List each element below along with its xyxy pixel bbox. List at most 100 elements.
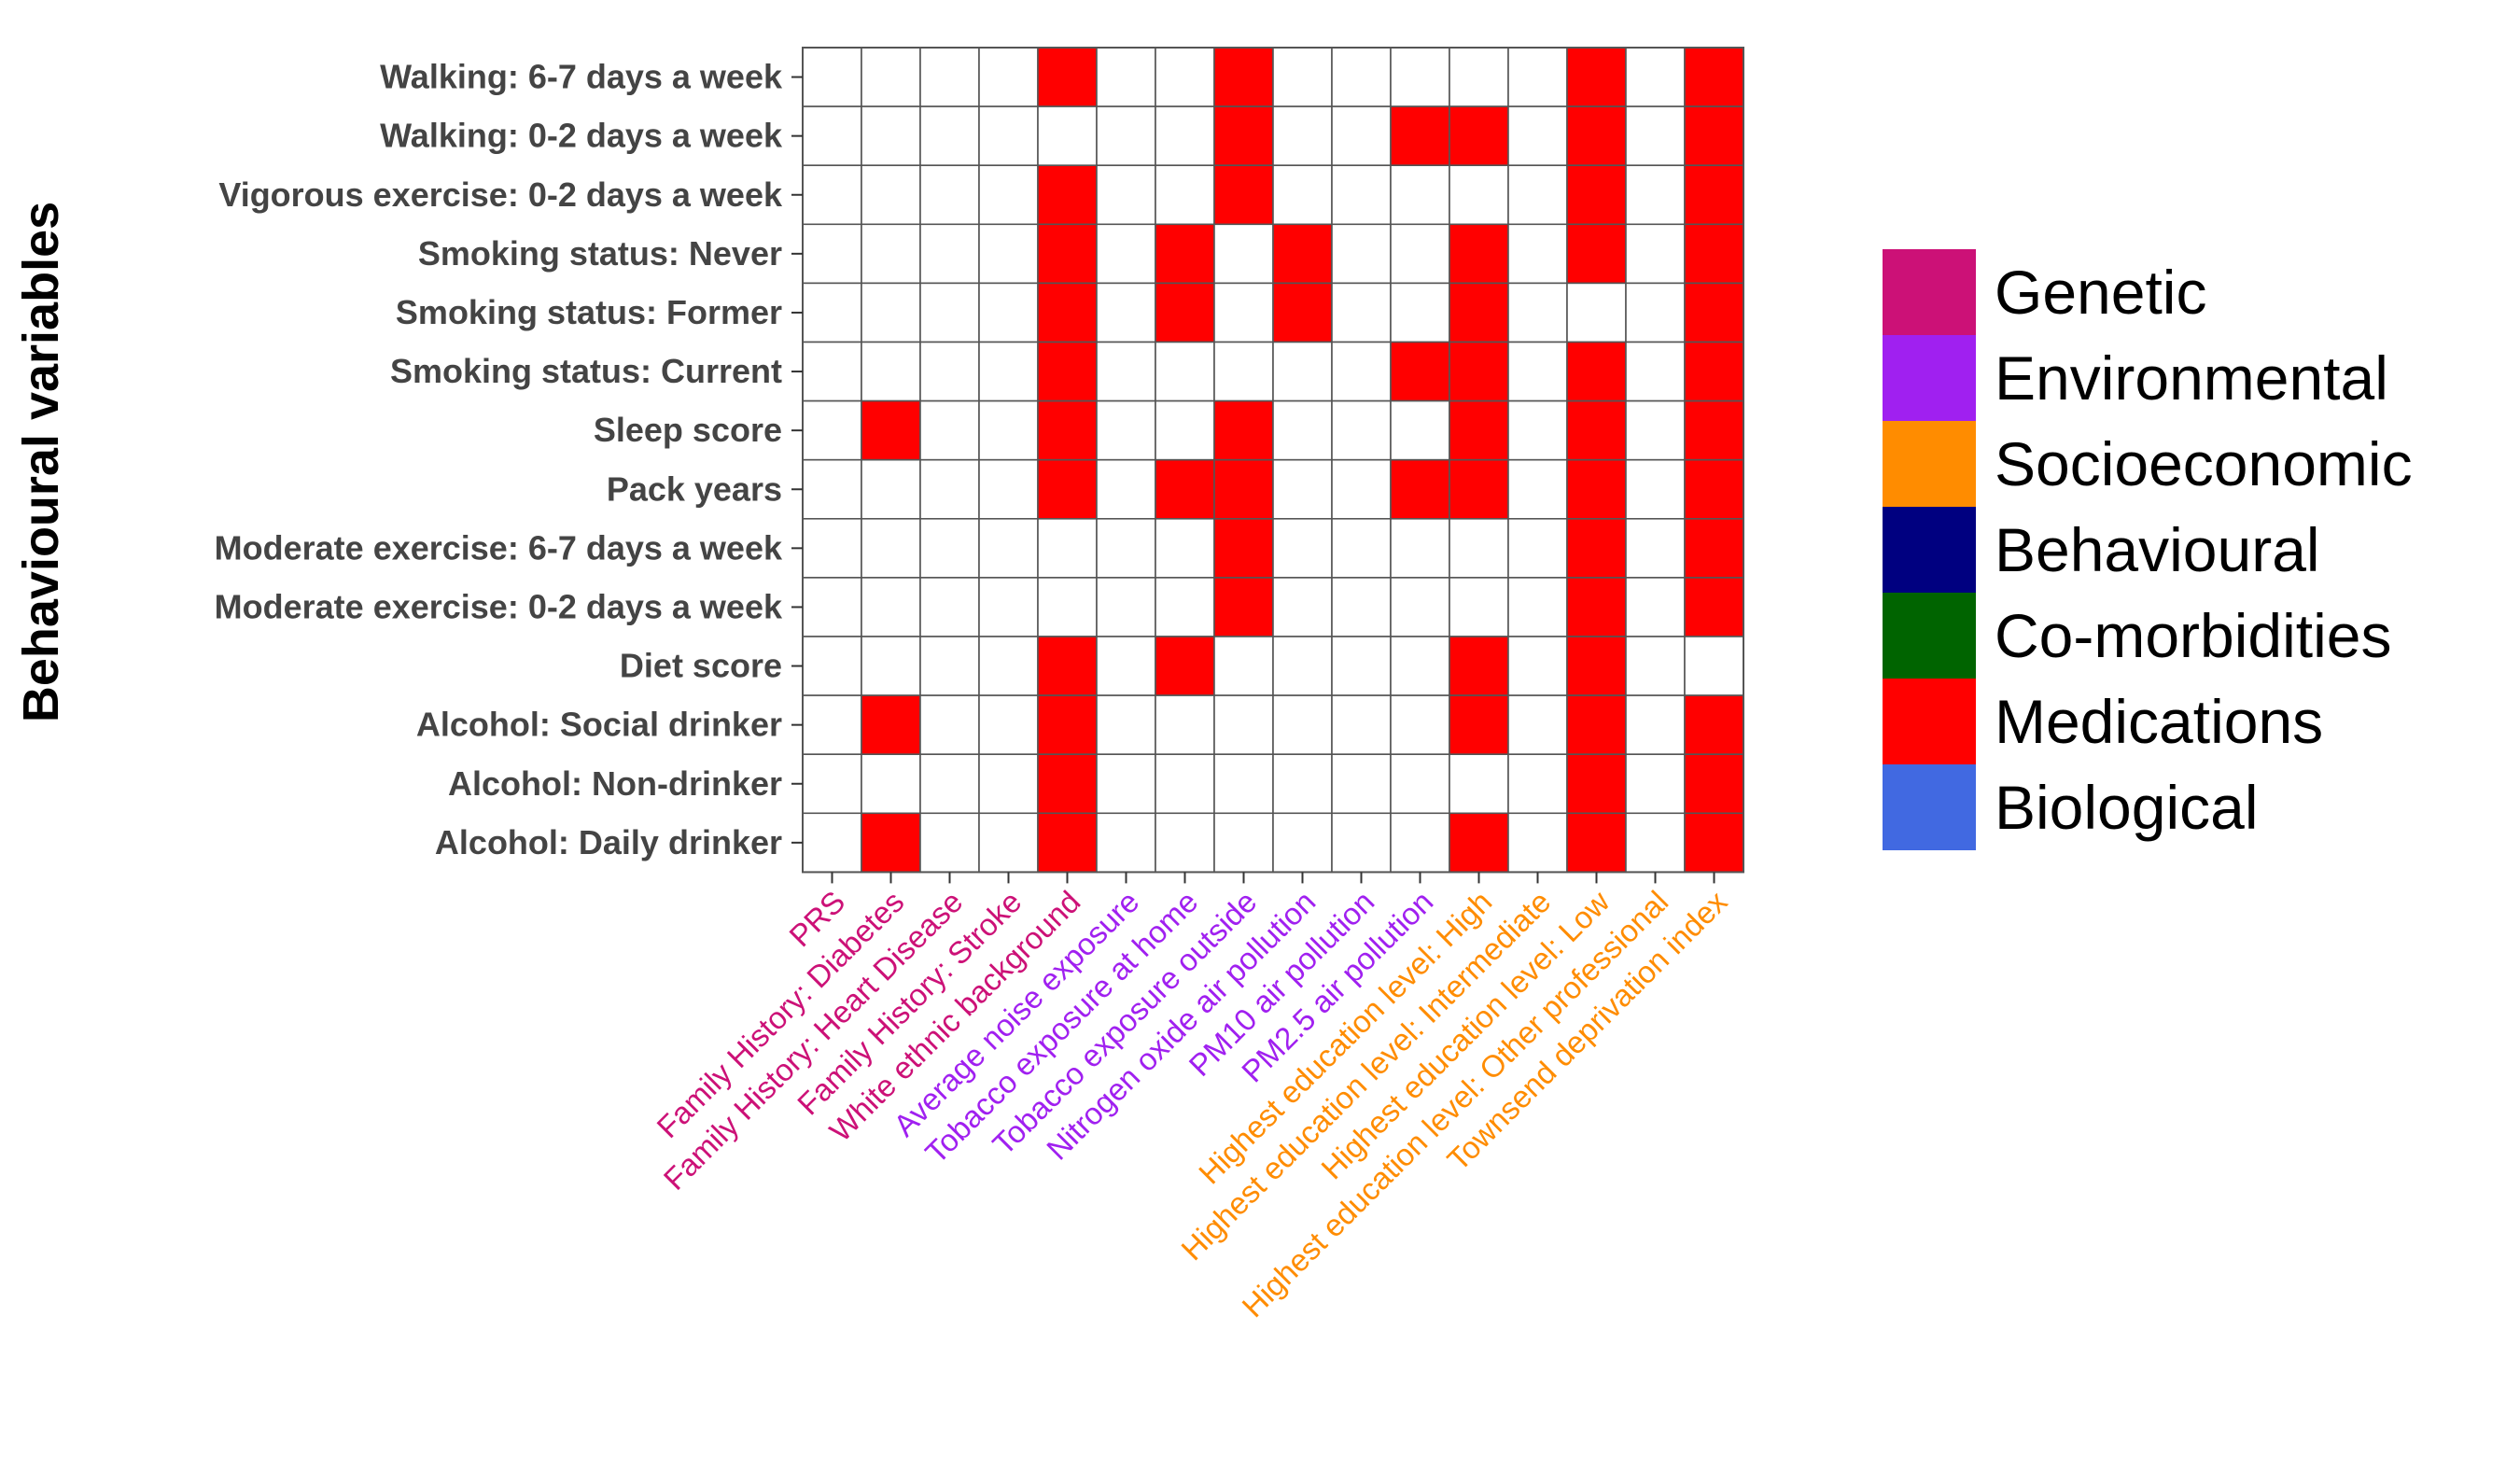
legend-key <box>1883 764 1976 850</box>
heatmap-cell <box>978 636 1039 696</box>
y-tick-label: Moderate exercise: 0-2 days a week <box>215 587 783 625</box>
heatmap-cell <box>1037 694 1098 755</box>
legend-key <box>1883 249 1976 335</box>
heatmap-cell <box>1507 105 1568 166</box>
heatmap-cell <box>1272 223 1333 285</box>
heatmap-cell <box>1566 517 1627 579</box>
heatmap-cell <box>1155 577 1215 637</box>
heatmap-cell <box>1566 282 1627 343</box>
heatmap-cell <box>1213 282 1274 343</box>
y-tick-label: Smoking status: Former <box>396 293 782 331</box>
heatmap-cell <box>1096 517 1156 579</box>
heatmap-cell <box>1096 341 1156 402</box>
legend-label: Co-morbidities <box>1995 601 2391 670</box>
heatmap-cell <box>1272 282 1333 343</box>
heatmap-cell <box>802 577 862 637</box>
heatmap-cell <box>1096 47 1156 107</box>
heatmap-cell <box>1449 694 1509 755</box>
heatmap-cell <box>1331 105 1392 166</box>
heatmap-cell <box>1625 399 1686 461</box>
heatmap-cell <box>1449 164 1509 226</box>
heatmap-cell <box>1213 694 1274 755</box>
heatmap-cell <box>1449 812 1509 874</box>
heatmap-cell <box>1684 636 1744 696</box>
heatmap-cell <box>1213 341 1274 402</box>
heatmap-cell <box>1272 399 1333 461</box>
heatmap-cell <box>802 164 862 226</box>
heatmap-cell <box>978 517 1039 579</box>
heatmap-cell <box>1566 753 1627 815</box>
legend-key <box>1883 335 1976 421</box>
y-tick-label: Alcohol: Social drinker <box>416 706 782 744</box>
heatmap-cell <box>1566 399 1627 461</box>
heatmap-cell <box>1390 223 1450 285</box>
heatmap-cell <box>1625 223 1686 285</box>
heatmap-cell <box>802 753 862 815</box>
heatmap-cell <box>919 636 980 696</box>
heatmap-cell <box>1390 458 1450 520</box>
y-tick-labels: Walking: 6-7 days a week Walking: 0-2 day… <box>215 58 803 861</box>
heatmap-cell <box>802 812 862 874</box>
heatmap-cell <box>1096 577 1156 637</box>
heatmap-cell <box>1155 105 1215 166</box>
heatmap-cell <box>1331 636 1392 696</box>
heatmap-cell <box>1507 694 1568 755</box>
heatmap-cell <box>1096 164 1156 226</box>
heatmap-cell <box>1272 47 1333 107</box>
heatmap-cell <box>978 694 1039 755</box>
heatmap-cell <box>1272 341 1333 402</box>
heatmap-cell <box>919 164 980 226</box>
heatmap-cell <box>1625 458 1686 520</box>
y-tick-label: Alcohol: Non-drinker <box>448 764 782 803</box>
heatmap-cell <box>1390 399 1450 461</box>
y-tick-label: Walking: 6-7 days a week <box>380 58 783 96</box>
heatmap-cell <box>1566 223 1627 285</box>
heatmap-cell <box>1449 282 1509 343</box>
heatmap-cell <box>1096 458 1156 520</box>
heatmap-cell <box>1684 223 1744 285</box>
heatmap-cell <box>802 458 862 520</box>
heatmap-cell <box>919 812 980 874</box>
heatmap-cell <box>1096 636 1156 696</box>
heatmap-cell <box>1507 341 1568 402</box>
heatmap-cell <box>1272 694 1333 755</box>
heatmap-cell <box>1096 694 1156 755</box>
legend-label: Genetic <box>1995 258 2206 327</box>
heatmap-cell <box>1213 223 1274 285</box>
heatmap-cell <box>1331 47 1392 107</box>
heatmap-cell <box>1390 341 1450 402</box>
legend-key <box>1883 593 1976 679</box>
legend-key <box>1883 679 1976 764</box>
heatmap-cell <box>861 577 921 637</box>
legend-label: Behavioural <box>1995 515 2320 584</box>
heatmap-cell <box>1449 636 1509 696</box>
heatmap-cell <box>978 341 1039 402</box>
heatmap-cell <box>861 105 921 166</box>
heatmap-cell <box>1566 105 1627 166</box>
heatmap-cell <box>1272 164 1333 226</box>
heatmap-cell <box>1331 812 1392 874</box>
heatmap-cell <box>802 105 862 166</box>
heatmap-cell <box>1566 812 1627 874</box>
heatmap-cell <box>1213 577 1274 637</box>
heatmap-cell <box>1625 636 1686 696</box>
heatmap-cells <box>802 47 1744 874</box>
heatmap-cell <box>1037 164 1098 226</box>
heatmap-cell <box>802 399 862 461</box>
heatmap-cell <box>1155 694 1215 755</box>
y-tick-label: Walking: 0-2 days a week <box>380 117 783 155</box>
heatmap-cell <box>861 282 921 343</box>
heatmap-cell <box>1507 753 1568 815</box>
heatmap-cell <box>1390 577 1450 637</box>
heatmap-cell <box>1625 164 1686 226</box>
heatmap-cell <box>1507 636 1568 696</box>
heatmap-cell <box>1566 577 1627 637</box>
heatmap-cell <box>1625 105 1686 166</box>
heatmap-cell <box>1331 517 1392 579</box>
heatmap-cell <box>802 282 862 343</box>
heatmap-cell <box>1684 753 1744 815</box>
heatmap-cell <box>861 341 921 402</box>
heatmap-cell <box>1155 517 1215 579</box>
heatmap-cell <box>1684 517 1744 579</box>
